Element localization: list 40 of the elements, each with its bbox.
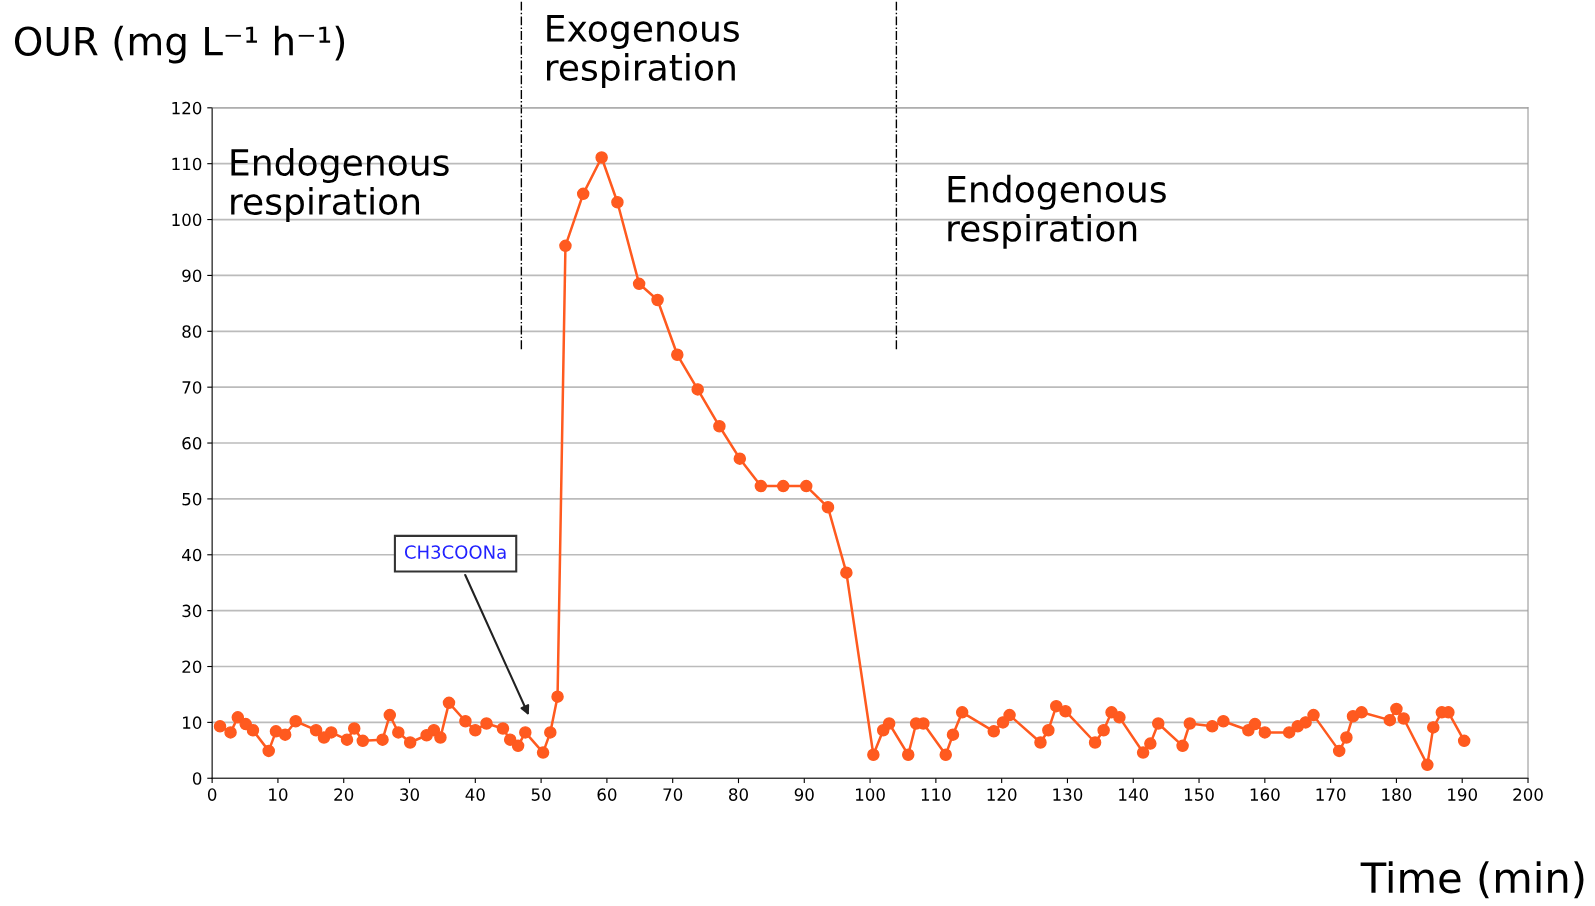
x-tick-label: 110	[921, 788, 951, 801]
y-tick-label: 40	[182, 548, 202, 562]
x-tick-label: 80	[729, 788, 748, 801]
x-axis-title: Time (min)	[1360, 861, 1584, 899]
x-tick-label: 130	[1053, 788, 1083, 801]
y-tick-label: 20	[182, 660, 202, 674]
y-tick-label: 110	[172, 157, 202, 171]
text: Exogenous respiration	[547, 15, 739, 88]
x-tick-label: 90	[794, 788, 814, 801]
x-tick-label: 30	[400, 788, 420, 801]
y-tick-label: 100	[172, 213, 202, 227]
x-tick-label: 10	[269, 788, 288, 801]
y-tick-label: 80	[182, 325, 202, 338]
x-tick-label: 170	[1316, 788, 1346, 801]
x-tick-label: 150	[1184, 788, 1214, 801]
annotation: Endogenous respiration	[231, 148, 449, 223]
x-tick-label: 50	[531, 788, 551, 801]
x-tick-label: 140	[1119, 788, 1149, 801]
x-tick-label: 20	[334, 788, 354, 801]
x-tick-label: 100	[856, 788, 885, 801]
y-axis-title: OUR (mg L⁻¹ h⁻¹)	[14, 25, 345, 64]
x-tick-label: 40	[465, 788, 485, 801]
y-tick-label: 0	[192, 772, 202, 785]
y-tick-label: 90	[182, 269, 202, 282]
x-tick-label: 200	[1513, 788, 1543, 801]
x-tick-label: 70	[663, 788, 683, 801]
x-tick-label: 120	[987, 788, 1017, 801]
x-tick-label: 160	[1250, 788, 1280, 801]
x-tick-label: 60	[597, 788, 617, 801]
annotation: Endogenous respiration	[948, 174, 1166, 249]
y-tick-label: 70	[182, 381, 202, 394]
x-tick-label: 190	[1448, 788, 1478, 801]
x-tick-label: 0	[207, 788, 217, 801]
x-tick-label: 180	[1382, 788, 1412, 801]
y-tick-label: 120	[172, 101, 202, 115]
y-tick-label: 60	[182, 437, 202, 450]
y-tick-label: 50	[182, 492, 202, 506]
y-tick-label: 10	[183, 716, 202, 729]
y-tick-label: 30	[182, 604, 202, 618]
annotation: CH3COONa	[404, 545, 506, 559]
